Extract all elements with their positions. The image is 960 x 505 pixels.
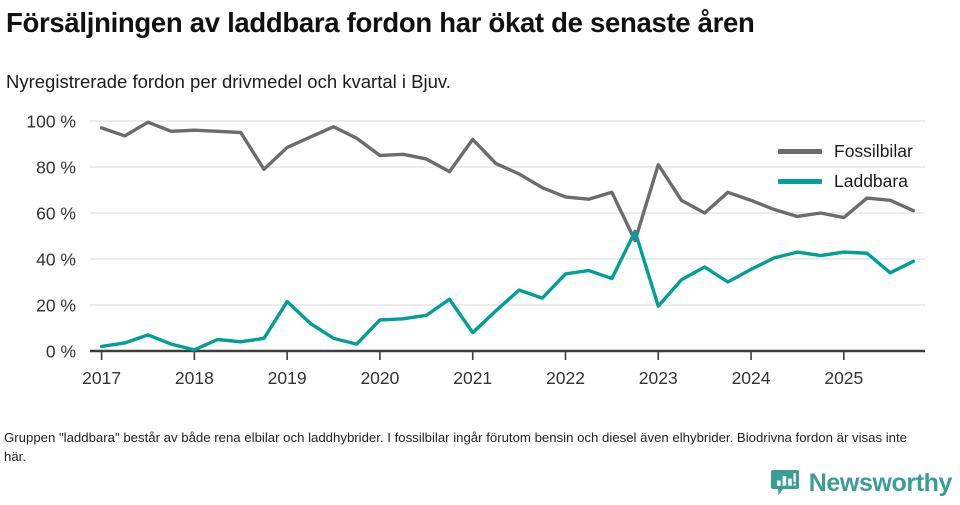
chart-subtitle: Nyregistrerade fordon per drivmedel och … bbox=[6, 71, 451, 92]
y-axis-tick-label: 0 % bbox=[46, 342, 76, 362]
x-axis-tick-label: 2019 bbox=[268, 368, 307, 388]
x-axis-tick-label: 2020 bbox=[360, 368, 399, 388]
y-axis-tick-label: 20 % bbox=[36, 296, 76, 316]
x-axis-tick-label: 2025 bbox=[824, 368, 863, 388]
legend-item-fossilbilar[interactable]: Fossilbilar bbox=[778, 136, 958, 166]
legend-label-laddbara: Laddbara bbox=[834, 170, 908, 191]
bar-chart-speech-bubble-icon bbox=[770, 470, 799, 495]
x-axis-tick-label: 2017 bbox=[82, 368, 121, 388]
x-axis-tick-label: 2021 bbox=[453, 368, 492, 388]
x-axis-tick-label: 2018 bbox=[175, 368, 214, 388]
series-line-fossilbilar bbox=[99, 120, 916, 243]
line-chart: 0 % 20 % 40 % 60 % 80 % 100 % 2017 2018 2019 2020… bbox=[26, 112, 925, 388]
x-axis-tick-label: 2022 bbox=[546, 368, 585, 388]
chart-container: 0 % 20 % 40 % 60 % 80 % 100 % 2017 2018 2019 2020… bbox=[0, 108, 960, 400]
chart-footnote: Gruppen "laddbara" består av både rena e… bbox=[4, 430, 907, 464]
legend-swatch-laddbara bbox=[778, 178, 822, 184]
logo-text: Newsworthy bbox=[808, 469, 953, 497]
page-title: Försäljningen av laddbara fordon har öka… bbox=[6, 7, 755, 38]
y-axis-tick-label: 40 % bbox=[36, 250, 76, 270]
x-axis-tick-label: 2023 bbox=[639, 368, 678, 388]
y-axis-tick-label: 100 % bbox=[26, 112, 76, 132]
legend-item-laddbara[interactable]: Laddbara bbox=[778, 166, 958, 196]
y-axis-tick-label: 60 % bbox=[36, 204, 76, 224]
chart-legend: Fossilbilar Laddbara bbox=[778, 136, 958, 196]
legend-swatch-fossilbilar bbox=[778, 148, 822, 154]
legend-label-fossilbilar: Fossilbilar bbox=[834, 140, 913, 161]
x-axis-tick-label: 2024 bbox=[732, 368, 771, 388]
y-axis-tick-label: 80 % bbox=[36, 158, 76, 178]
series-line-laddbara bbox=[99, 229, 916, 352]
newsworthy-logo[interactable]: Newsworthy bbox=[770, 468, 952, 498]
